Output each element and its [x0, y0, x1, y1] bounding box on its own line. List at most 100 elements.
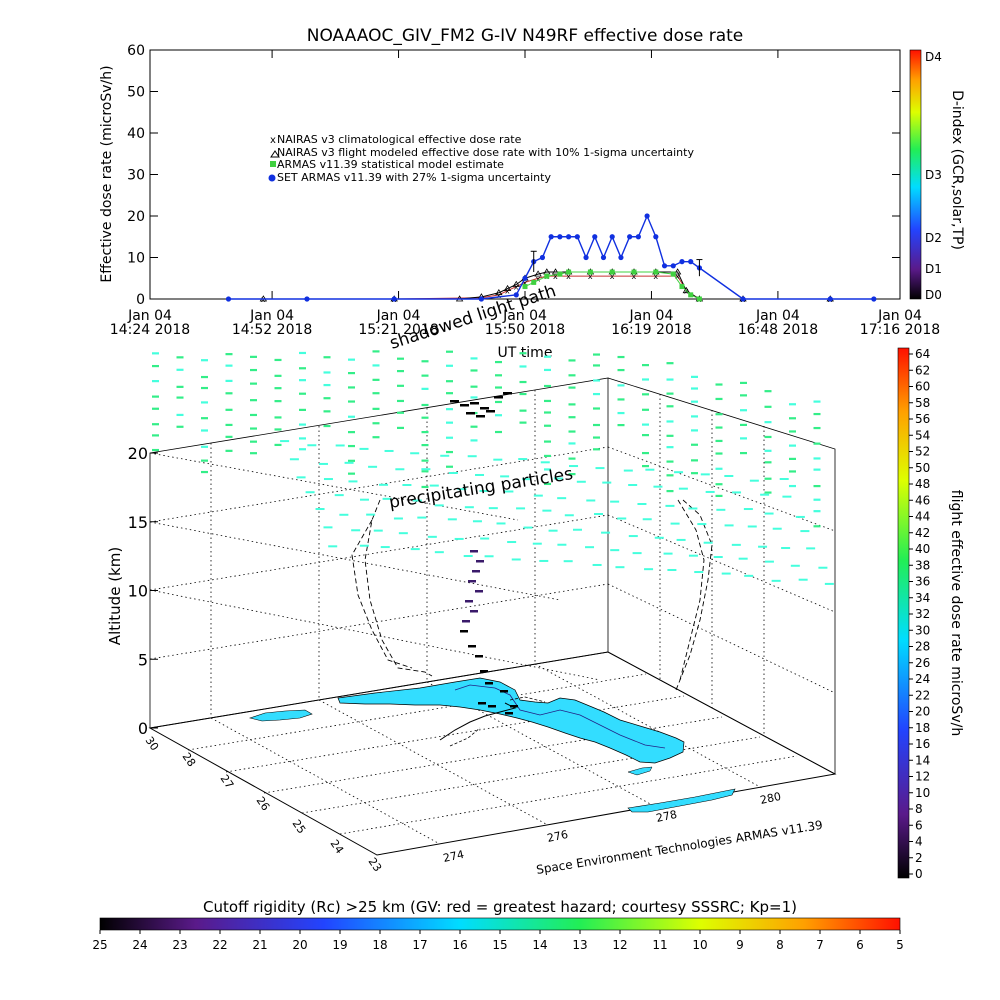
dose-tick-label: 14: [915, 753, 930, 767]
dose-cell-low: [460, 630, 468, 633]
dose-cell: [764, 449, 772, 452]
dose-cell: [372, 407, 380, 410]
x-tick-label-line1: Jan 04: [877, 308, 922, 324]
dose-cell: [540, 461, 550, 464]
dose-cell: [800, 530, 810, 533]
dose-colorbar-ticks: 0246810121416182022242628303234363840424…: [909, 347, 930, 881]
dose-cell: [740, 394, 747, 397]
dose-cell: [467, 455, 477, 458]
dose-cell: [731, 543, 741, 546]
dose-cell: [434, 551, 444, 554]
data-point: x: [610, 272, 615, 281]
dose-cell: [152, 380, 159, 383]
dose-cell: [446, 421, 453, 424]
data-point: [679, 284, 685, 290]
y-tick-label: 10: [127, 251, 145, 267]
dose-cell: [740, 409, 747, 412]
dose-cell: [421, 470, 429, 473]
dose-cell: [764, 405, 772, 408]
dose-cell: [623, 469, 633, 472]
dose-cell: [628, 535, 638, 538]
dose-cell: [789, 417, 796, 420]
dose-cell: [250, 452, 257, 455]
dose-cell: [813, 525, 821, 528]
cutoff-tick-label: 17: [412, 938, 427, 952]
data-point: [544, 273, 550, 279]
dose-cell: [666, 489, 674, 493]
dose-cell: [642, 408, 649, 411]
dose-cell: [642, 518, 652, 521]
dose-cell: [470, 425, 478, 428]
dose-cell: [519, 380, 527, 384]
dose-cell: [250, 440, 257, 443]
dose-cell: [663, 552, 673, 555]
data-point: [740, 296, 746, 302]
dose-cell: [568, 430, 576, 433]
legend-marker-triangle: [270, 150, 280, 158]
dose-cell: [610, 500, 620, 503]
dose-cell: [507, 541, 517, 544]
dose-cell: [666, 378, 674, 381]
data-point: [503, 284, 512, 292]
data-point: [539, 254, 546, 261]
floor-plane: [148, 651, 837, 856]
grid-line: [607, 583, 836, 694]
dose-cell: [818, 566, 828, 569]
dose-cell: [764, 512, 774, 515]
dose-cell-low: [470, 550, 478, 553]
dose-cell: [764, 421, 772, 424]
dose-cell: [366, 513, 376, 516]
dose-cell: [152, 395, 159, 398]
ground-track: [439, 702, 517, 741]
dindex-colorbar-label: D-index (GCR,solar,TP): [949, 90, 965, 250]
dose-cell: [617, 517, 627, 520]
longitude-axis-ticks: 274 276 278 280: [442, 790, 782, 865]
dose-cell: [225, 408, 233, 411]
dose-cell: [568, 386, 576, 389]
dose-cell: [519, 352, 527, 355]
dose-cell: [446, 392, 453, 395]
dose-cell: [557, 497, 567, 500]
dose-tick-label: 18: [915, 721, 930, 735]
dose-cell: [152, 434, 159, 437]
dose-cell: [724, 474, 734, 477]
florida-landmass: [337, 677, 685, 764]
dose-tick-label: 30: [915, 623, 930, 637]
data-point: [609, 234, 615, 240]
legend-marker-x: x: [270, 135, 276, 146]
dose-cell: [715, 413, 723, 416]
data-point: [587, 269, 593, 275]
dose-cell: [617, 424, 625, 427]
y-tick-label: 20: [127, 209, 145, 225]
dose-cell-high: [494, 396, 503, 399]
dose-cell: [697, 523, 707, 526]
dose-cell: [568, 403, 576, 406]
legend-marker-square: [270, 161, 276, 167]
dose-cell: [470, 357, 478, 360]
legend-label: SET ARMAS v11.39 with 27% 1-sigma uncert…: [277, 171, 551, 184]
x-tick-label-line1: Jan 04: [502, 308, 547, 324]
dose-cell: [511, 558, 521, 561]
dose-cell: [372, 436, 380, 439]
altitude-axis-ticks: 0 5 10 15 20: [128, 444, 158, 738]
dose-cell: [544, 482, 551, 486]
cutoff-tick-label: 18: [372, 938, 387, 952]
dose-cell: [447, 518, 457, 521]
dose-cell: [544, 468, 551, 471]
dose-tick-label: 38: [915, 558, 930, 572]
dose-cell: [495, 360, 502, 364]
dose-cell: [372, 422, 380, 425]
data-point: x: [553, 272, 558, 281]
dose-cell: [642, 465, 649, 468]
legend-marker-circle: [268, 174, 276, 182]
grid-line: [225, 695, 685, 773]
dose-cell: [637, 503, 647, 506]
dose-cell: [323, 526, 333, 529]
dose-cell-low: [472, 570, 480, 573]
dose-cell: [299, 379, 306, 382]
cutoff-tick-label: 12: [612, 938, 627, 952]
dose-cell-low: [500, 690, 508, 693]
dose-cell: [772, 527, 782, 530]
dose-cell: [644, 568, 654, 571]
dose-cell: [176, 425, 184, 428]
